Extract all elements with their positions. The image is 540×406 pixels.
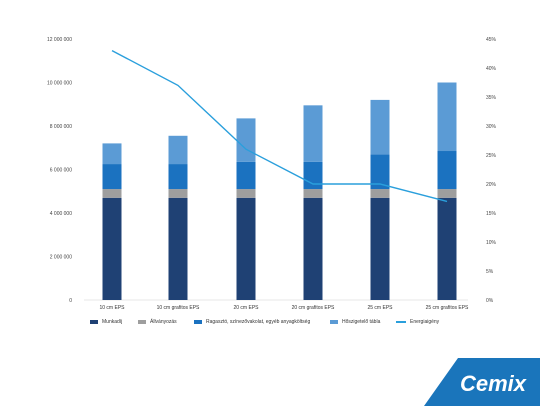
bar-segment [370,197,390,300]
left-axis-ticks: 0 2 000 000 4 000 000 6 000 000 8 000 000 10 … [47,37,72,304]
bar-segment [303,105,323,162]
right-tick-label: 30% [486,124,497,130]
left-tick-label: 0 [69,298,72,304]
bar-segment [168,197,188,300]
bar-segment [303,161,323,190]
category-label: 10 cm grafitos EPS [157,305,200,311]
legend-item-allvanyozas: Állványozás [138,319,194,325]
energy-line [111,49,448,203]
left-tick-label: 10 000 000 [47,81,72,87]
bar-segment [437,151,457,190]
bar-segment [168,189,188,198]
bar-segment [168,164,188,190]
bar-segment [236,118,256,162]
left-tick-label: 12 000 000 [47,37,72,43]
legend-label: Ragasztó, színezővakolat, egyéb anyagköl… [206,319,311,325]
bar-segment [370,189,390,198]
bar-segment [236,197,256,300]
bar-segment [102,189,122,198]
legend-label: Munkadíj [102,319,123,325]
bar-segment [437,82,457,152]
right-tick-label: 15% [486,211,497,217]
bar-segment [303,197,323,300]
legend-swatch [138,320,146,324]
legend-item-hoszigetelo: Hőszigetelő tábla [330,319,396,325]
right-tick-label: 0% [486,298,494,304]
legend-swatch [194,320,202,324]
logo-band [424,358,540,406]
category-label: 25 cm grafitos EPS [426,305,469,311]
cemix-logo: Cemix [460,371,527,396]
legend-swatch [330,320,338,324]
bar-segment [102,164,122,190]
bar-segment [168,135,188,165]
bar-segment [236,161,256,190]
right-tick-label: 40% [486,66,497,72]
legend-item-energiaigeny: Energiaigény [396,319,439,325]
right-tick-label: 5% [486,269,494,275]
right-tick-label: 20% [486,182,497,188]
bar-segment [370,99,390,155]
right-tick-label: 35% [486,95,497,101]
category-label: 20 cm grafitos EPS [292,305,335,311]
legend-label: Hőszigetelő tábla [342,319,381,325]
legend-label: Energiaigény [410,319,440,325]
legend: Munkadíj Állványozás Ragasztó, színezőva… [90,317,510,327]
bar-segment [102,197,122,300]
bar-segment [236,189,256,198]
bar-segment [437,189,457,198]
right-tick-label: 45% [486,37,497,43]
category-labels: 10 cm EPS 10 cm grafitos EPS 20 cm EPS 20 c… [99,305,469,311]
bar-series [102,82,457,300]
category-label: 20 cm EPS [233,305,259,311]
legend-swatch-line [396,321,406,323]
legend-swatch [90,320,98,324]
left-tick-label: 2 000 000 [50,255,72,261]
right-tick-label: 25% [486,153,497,159]
bar-segment [102,143,122,165]
legend-item-munkadij: Munkadíj [90,319,138,325]
right-axis-ticks: 0% 5% 10% 15% 20% 25% 30% 35% 40% 45% [486,37,497,304]
left-tick-label: 8 000 000 [50,124,72,130]
legend-label: Állványozás [150,319,177,325]
legend-item-ragaszto: Ragasztó, színezővakolat, egyéb anyagköl… [194,319,330,325]
left-tick-label: 4 000 000 [50,211,72,217]
right-tick-label: 10% [486,240,497,246]
bar-segment [437,197,457,300]
category-label: 25 cm EPS [367,305,393,311]
left-tick-label: 6 000 000 [50,168,72,174]
category-label: 10 cm EPS [99,305,125,311]
bar-segment [370,154,390,190]
bar-segment [303,189,323,198]
